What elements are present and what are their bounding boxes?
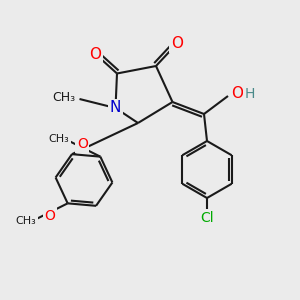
Text: Cl: Cl	[200, 211, 214, 224]
Text: O: O	[44, 209, 55, 223]
Text: H: H	[244, 87, 255, 100]
Text: O: O	[231, 86, 243, 101]
Text: O: O	[89, 46, 101, 62]
Text: O: O	[171, 36, 183, 51]
Text: O: O	[77, 137, 88, 151]
Text: CH₃: CH₃	[15, 216, 36, 226]
Text: CH₃: CH₃	[52, 91, 75, 104]
Text: N: N	[110, 100, 121, 116]
Text: CH₃: CH₃	[48, 134, 69, 144]
